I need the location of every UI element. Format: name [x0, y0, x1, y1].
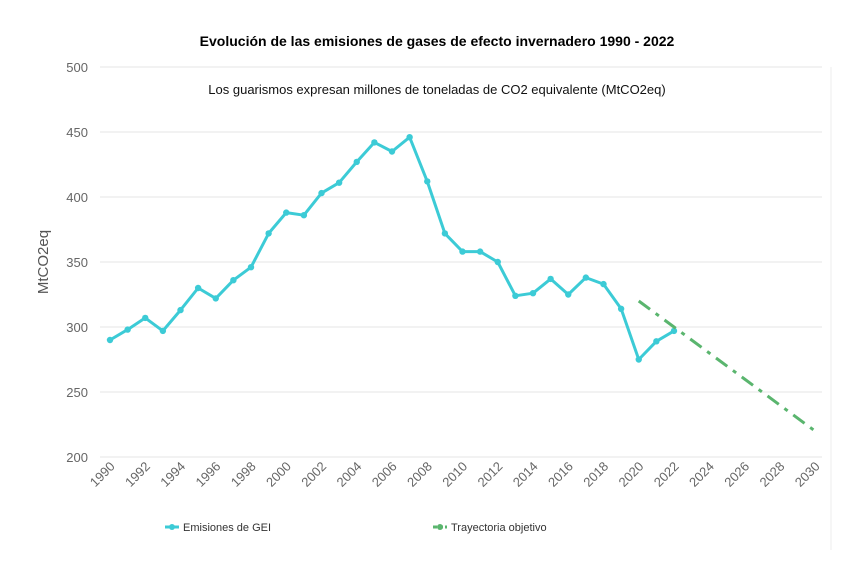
- legend-marker: [437, 524, 443, 530]
- data-point[interactable]: [406, 134, 413, 141]
- data-point[interactable]: [512, 292, 519, 299]
- x-tick-label: 1996: [192, 459, 223, 490]
- data-point[interactable]: [529, 290, 537, 297]
- data-point[interactable]: [353, 158, 360, 166]
- chart-subtitle: Los guarismos expresan millones de tonel…: [208, 82, 665, 97]
- data-point[interactable]: [424, 178, 431, 185]
- x-tick-label: 2002: [298, 459, 329, 490]
- x-tick-label: 2030: [792, 459, 823, 490]
- x-tick-label: 2016: [545, 459, 576, 490]
- data-point[interactable]: [617, 305, 625, 312]
- chart-title: Evolución de las emisiones de gases de e…: [200, 33, 675, 49]
- data-point[interactable]: [476, 248, 484, 255]
- x-tick-label: 2026: [721, 459, 752, 490]
- data-point[interactable]: [371, 139, 378, 146]
- x-tick-label: 2022: [651, 459, 682, 490]
- x-tick-label: 1998: [228, 459, 259, 490]
- x-tick-label: 2000: [263, 459, 294, 490]
- target-series-line: [637, 299, 816, 433]
- x-tick-label: 1992: [122, 459, 153, 490]
- data-point[interactable]: [388, 148, 396, 155]
- x-axis-ticks: 1990 1992 1994 1996 1998 2000 2002 2004 2006 2008…: [87, 459, 823, 490]
- legend-item-emissions[interactable]: Emisiones de GEI: [165, 522, 271, 534]
- data-point[interactable]: [142, 314, 149, 322]
- data-point[interactable]: [106, 336, 114, 344]
- data-point[interactable]: [124, 326, 131, 333]
- data-point[interactable]: [600, 280, 607, 288]
- x-tick-label: 2024: [686, 459, 717, 490]
- data-point[interactable]: [265, 230, 272, 237]
- data-point[interactable]: [547, 275, 554, 283]
- legend-marker: [169, 524, 175, 530]
- y-tick-label: 350: [66, 255, 88, 270]
- y-tick-label: 250: [66, 385, 88, 400]
- data-point[interactable]: [335, 179, 343, 186]
- legend-item-target[interactable]: Trayectoria objetivo: [433, 522, 547, 534]
- y-axis-label: MtCO2eq: [35, 230, 52, 294]
- data-point[interactable]: [459, 248, 466, 255]
- data-point[interactable]: [177, 306, 184, 314]
- x-tick-label: 2014: [510, 459, 541, 490]
- legend-label: Trayectoria objetivo: [451, 522, 547, 534]
- y-tick-label: 500: [66, 60, 88, 75]
- data-point[interactable]: [194, 284, 202, 292]
- data-point[interactable]: [318, 189, 325, 197]
- data-point[interactable]: [159, 327, 167, 335]
- legend-label: Emisiones de GEI: [183, 522, 271, 534]
- y-tick-label: 400: [66, 190, 88, 205]
- x-tick-label: 2010: [439, 459, 470, 490]
- data-point[interactable]: [441, 230, 449, 237]
- data-point[interactable]: [212, 295, 219, 302]
- data-point[interactable]: [230, 277, 237, 284]
- x-tick-label: 2018: [580, 459, 611, 490]
- x-tick-label: 2006: [369, 459, 400, 490]
- data-point[interactable]: [247, 264, 255, 271]
- x-tick-label: 2020: [615, 459, 646, 490]
- data-point[interactable]: [565, 291, 572, 298]
- y-tick-label: 300: [66, 320, 88, 335]
- data-point[interactable]: [300, 212, 308, 219]
- data-point[interactable]: [283, 209, 290, 216]
- y-tick-label: 450: [66, 125, 88, 140]
- data-point[interactable]: [635, 356, 642, 363]
- plot-series: [106, 134, 816, 433]
- x-tick-label: 2004: [333, 459, 364, 490]
- legend[interactable]: Emisiones de GEI Trayectoria objetivo: [165, 522, 547, 534]
- x-tick-label: 2028: [756, 459, 787, 490]
- emissions-series-line: [109, 135, 675, 361]
- x-tick-label: 2012: [474, 459, 505, 490]
- x-tick-label: 1994: [157, 459, 188, 490]
- x-tick-label: 2008: [404, 459, 435, 490]
- data-point[interactable]: [582, 274, 590, 281]
- y-axis-ticks: 200 250 300 350 400 450 500: [66, 60, 88, 465]
- data-point[interactable]: [494, 258, 501, 266]
- data-point[interactable]: [670, 327, 678, 335]
- y-tick-label: 200: [66, 450, 88, 465]
- data-point[interactable]: [653, 338, 660, 345]
- x-tick-label: 1990: [87, 459, 118, 490]
- gridlines: [100, 66, 832, 550]
